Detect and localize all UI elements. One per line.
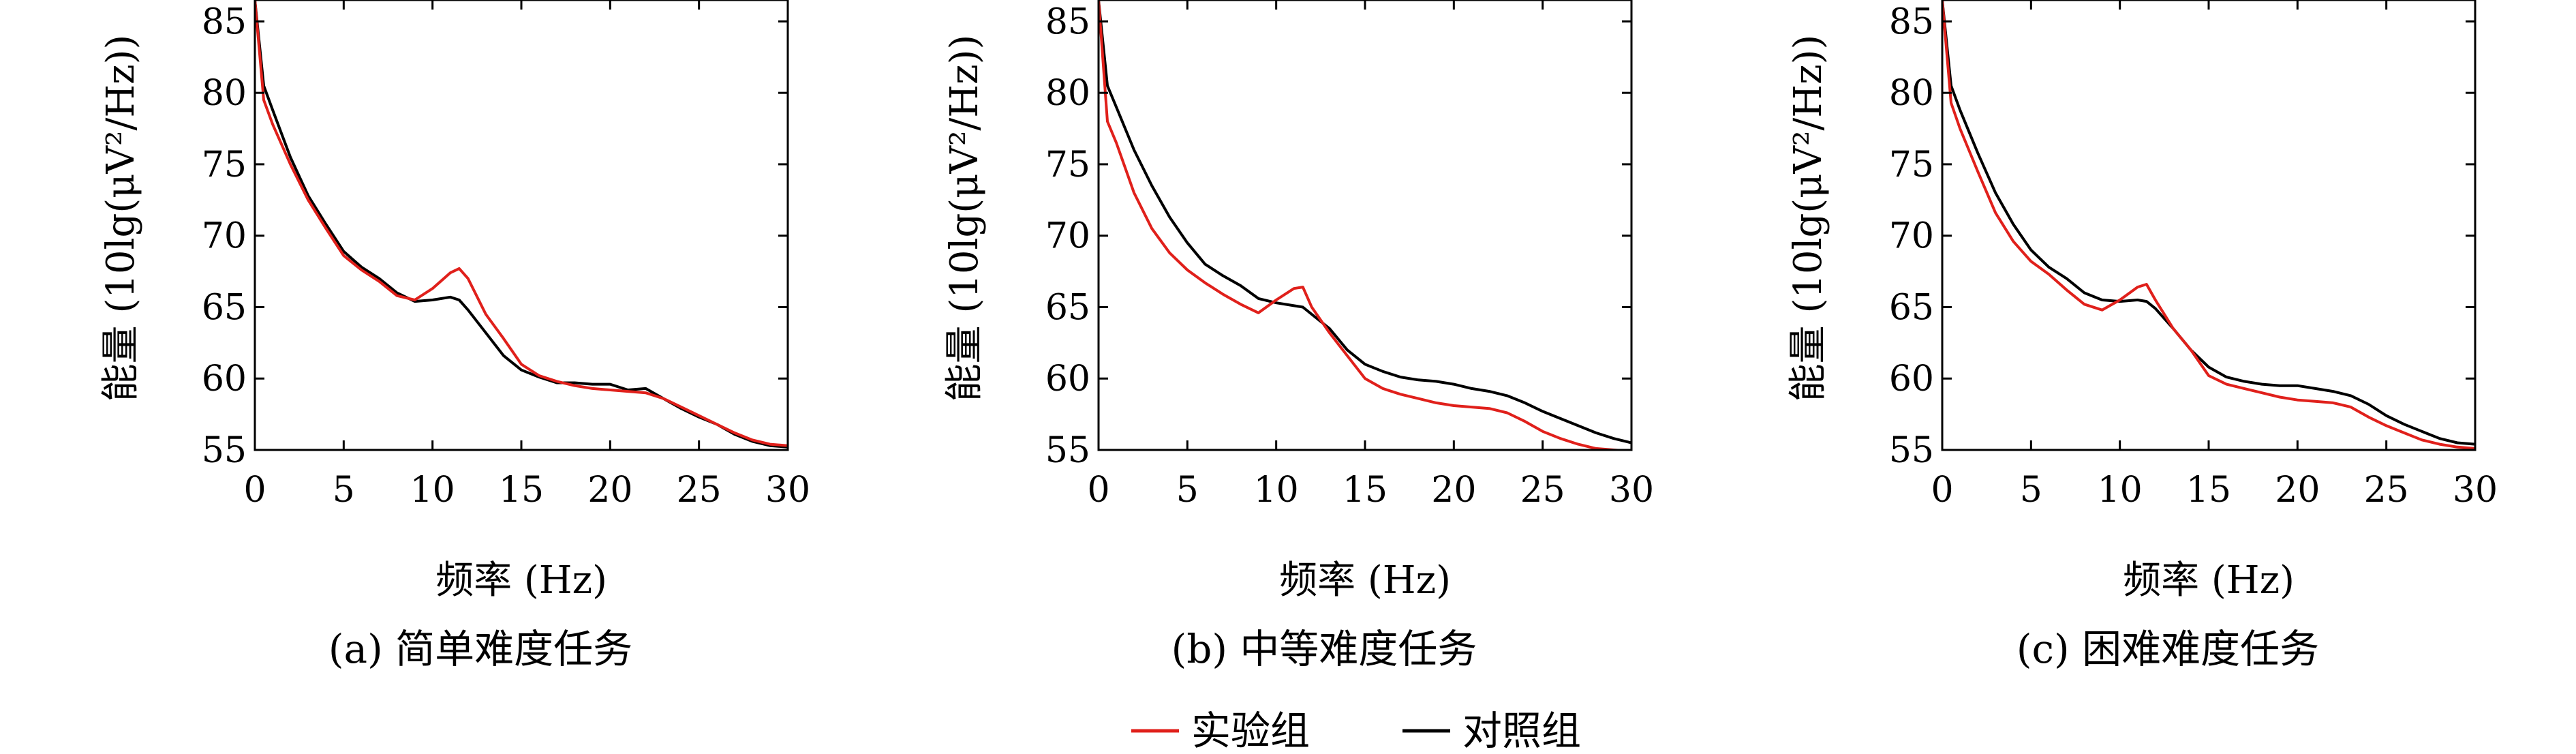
chart-panel-1: 0 5 10 15 20 25 30 55 60 65 70 75 80 85 频率 (Hz) 能量 (10l… <box>99 0 810 672</box>
x-tick-label: 15 <box>499 470 544 511</box>
legend: 实验组 对照组 <box>1131 708 1581 754</box>
y-tick-label: 80 <box>1889 73 1934 114</box>
x-tick-label: 30 <box>1609 470 1654 511</box>
series-line-control <box>1942 0 2475 446</box>
y-tick-label: 60 <box>1045 359 1090 399</box>
y-axis-label: 能量 (10lg(μV²/Hz)) <box>99 35 143 402</box>
y-tick-label: 75 <box>1889 145 1934 185</box>
x-tick-label: 25 <box>2364 470 2409 511</box>
y-tick-label: 85 <box>202 1 247 42</box>
y-tick-label: 70 <box>1045 216 1090 257</box>
x-tick-label: 15 <box>2186 470 2231 511</box>
series-line-experimental <box>1942 0 2475 450</box>
x-tick-label: 20 <box>587 470 632 511</box>
y-tick-label: 55 <box>1889 430 1934 471</box>
y-tick-label: 65 <box>202 287 247 328</box>
y-tick-label: 70 <box>202 216 247 257</box>
y-tick-label: 60 <box>1889 359 1934 399</box>
x-tick-label: 0 <box>1087 470 1109 511</box>
series-line-experimental <box>1099 0 1631 450</box>
chart-panel-2: 0 5 10 15 20 25 30 55 60 65 70 75 80 85 频率 (Hz) 能量 (10l… <box>942 0 1654 672</box>
x-axis-label: 频率 (Hz) <box>435 558 607 603</box>
chart-panel-3: 0 5 10 15 20 25 30 55 60 65 70 75 80 85 频率 (Hz) 能量 (10l… <box>1786 0 2498 672</box>
plot-frame <box>254 0 789 451</box>
y-tick-label: 75 <box>202 145 247 185</box>
series-line-control <box>1099 0 1631 444</box>
panel-caption: (a) 简单难度任务 <box>328 626 632 672</box>
x-tick-label: 25 <box>1520 470 1565 511</box>
legend-label-experimental: 实验组 <box>1191 708 1310 754</box>
y-tick-label: 65 <box>1045 287 1090 328</box>
y-tick-label: 80 <box>1045 73 1090 114</box>
x-tick-label: 10 <box>1254 470 1299 511</box>
x-tick-label: 5 <box>2020 470 2042 511</box>
plot-frame <box>1097 0 1633 451</box>
x-tick-label: 20 <box>2275 470 2320 511</box>
series-line-control <box>255 0 788 449</box>
x-axis-label: 频率 (Hz) <box>1279 558 1451 603</box>
y-tick-label: 75 <box>1045 145 1090 185</box>
y-tick-label: 85 <box>1889 1 1934 42</box>
y-tick-label: 65 <box>1889 287 1934 328</box>
x-axis-label: 频率 (Hz) <box>2123 558 2295 603</box>
x-tick-label: 0 <box>243 470 266 511</box>
x-tick-label: 10 <box>410 470 455 511</box>
x-tick-label: 30 <box>2453 470 2498 511</box>
x-tick-label: 5 <box>333 470 355 511</box>
panel-caption: (c) 困难难度任务 <box>2017 626 2319 672</box>
y-tick-label: 80 <box>202 73 247 114</box>
y-tick-label: 55 <box>1045 430 1090 471</box>
series-line-experimental <box>255 0 788 447</box>
x-tick-label: 5 <box>1176 470 1199 511</box>
plot-frame <box>1941 0 2477 451</box>
y-tick-label: 60 <box>202 359 247 399</box>
x-tick-label: 25 <box>677 470 722 511</box>
x-tick-label: 0 <box>1931 470 1953 511</box>
x-tick-label: 10 <box>2098 470 2143 511</box>
x-tick-label: 30 <box>765 470 810 511</box>
y-axis-label: 能量 (10lg(μV²/Hz)) <box>942 35 987 402</box>
panel-caption: (b) 中等难度任务 <box>1171 626 1477 672</box>
y-axis-label: 能量 (10lg(μV²/Hz)) <box>1786 35 1830 402</box>
y-tick-label: 55 <box>202 430 247 471</box>
x-tick-label: 20 <box>1431 470 1476 511</box>
legend-label-control: 对照组 <box>1462 708 1581 754</box>
y-tick-label: 70 <box>1889 216 1934 257</box>
x-tick-label: 15 <box>1343 470 1387 511</box>
y-tick-label: 85 <box>1045 1 1090 42</box>
